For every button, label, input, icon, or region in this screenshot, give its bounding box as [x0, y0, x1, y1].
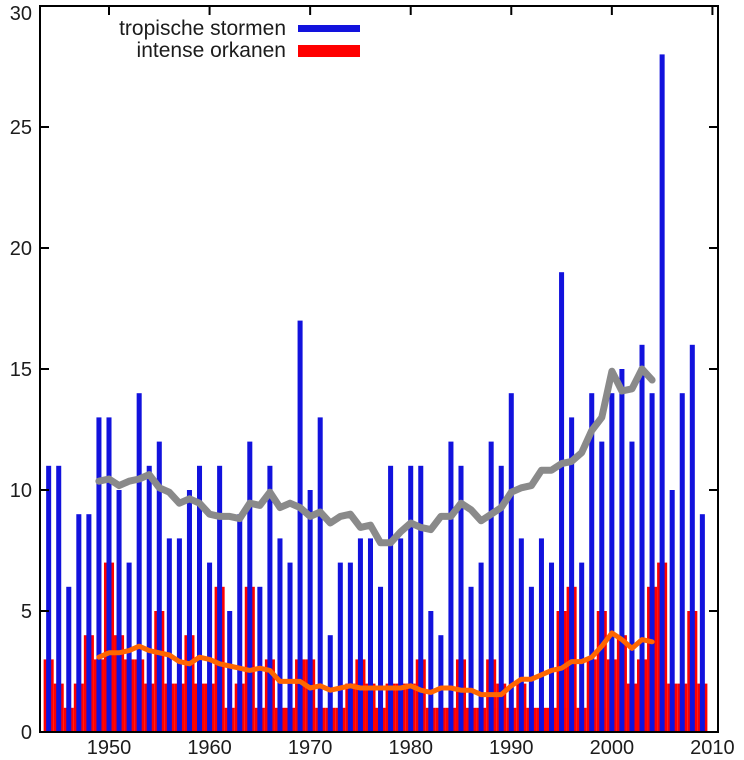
storms-bar-1955 [156, 441, 162, 732]
storms-bar-1987 [478, 562, 484, 732]
storms-bar-1966 [267, 465, 273, 732]
storms-bar-1998 [589, 393, 595, 732]
storms-bar-1957 [176, 538, 182, 732]
storms-bar-1962 [227, 611, 233, 732]
legend-label-storms: tropische stormen [119, 16, 286, 40]
storms-bar-1984 [448, 441, 454, 732]
storms-bar-1961 [217, 465, 223, 732]
x-axis-label-1990: 1990 [489, 737, 534, 759]
storms-bar-1993 [538, 538, 544, 732]
storms-bar-1988 [488, 441, 494, 732]
y-axis-label-25: 25 [10, 117, 32, 139]
storms-bar-1958 [186, 490, 192, 732]
storms-bar-1953 [136, 393, 142, 732]
storms-bar-1996 [569, 417, 575, 732]
storms-bar-2004 [649, 393, 655, 732]
storms-bar-1992 [528, 586, 534, 732]
storms-bar-1960 [207, 562, 213, 732]
storms-bar-1973 [337, 562, 343, 732]
storms-bar-2008 [689, 344, 695, 732]
chart-legend: tropische stormen intense orkanen [0, 16, 360, 62]
legend-label-hurricanes: intense orkanen [136, 38, 286, 62]
x-axis-label-1970: 1970 [288, 737, 333, 759]
plot-border [39, 5, 719, 733]
storms-bar-1964 [247, 441, 253, 732]
hurricanes-color-swatch [298, 44, 360, 57]
storms-bar-1959 [196, 465, 203, 732]
storms-bar-1972 [327, 635, 333, 732]
storms-bar-1991 [518, 538, 524, 732]
storms-bar-1989 [498, 465, 504, 732]
storms-bar-1979 [398, 538, 404, 732]
storms-bar-1985 [458, 465, 464, 732]
storms-bar-1980 [408, 465, 414, 732]
y-axis-label-15: 15 [10, 359, 32, 381]
storms-bar-2009 [699, 514, 705, 732]
storms-bar-1970 [307, 490, 313, 732]
y-axis-label-10: 10 [10, 480, 32, 502]
x-axis-label-2010: 2010 [690, 737, 735, 759]
storms-bar-1971 [317, 417, 323, 732]
storms-bar-2000 [609, 393, 615, 732]
storms-bar-1946 [66, 586, 72, 732]
storms-bar-1956 [166, 538, 172, 732]
storms-bar-1981 [418, 465, 424, 732]
legend-row-hurricanes: intense orkanen [0, 38, 360, 62]
storms-bar-1990 [508, 393, 514, 732]
y-axis-label-5: 5 [21, 601, 32, 623]
storms-bar-1963 [237, 514, 243, 732]
storms-bar-2007 [679, 393, 685, 732]
storms-bar-1975 [357, 538, 363, 732]
storms-bar-1949 [96, 417, 102, 732]
storms-bar-1952 [126, 562, 132, 732]
y-axis-label-20: 20 [10, 238, 32, 260]
x-axis-label-1960: 1960 [187, 737, 232, 759]
y-axis-label-30: 30 [10, 3, 32, 25]
storms-bar-1999 [599, 441, 605, 732]
legend-row-storms: tropische stormen [0, 16, 360, 40]
storms-bar-1944 [46, 465, 52, 732]
storms-bar-1945 [56, 465, 62, 732]
storms-bar-1947 [76, 514, 82, 732]
storms-bar-2003 [639, 344, 645, 732]
x-axis-label-2000: 2000 [590, 737, 635, 759]
storms-bar-2005 [659, 54, 665, 732]
storms-bar-1974 [347, 562, 353, 732]
storms-running-mean-line [95, 365, 656, 547]
storms-bar-2002 [629, 441, 635, 732]
storms-bar-1994 [548, 562, 555, 732]
storms-bar-2006 [669, 490, 675, 732]
storms-bar-1976 [367, 538, 373, 732]
x-axis-label-1950: 1950 [87, 737, 132, 759]
storms-bar-1967 [277, 538, 283, 732]
storms-bar-1954 [146, 465, 152, 732]
storms-color-swatch [298, 25, 360, 32]
storms-bar-1986 [468, 586, 474, 732]
storms-bar-1951 [116, 490, 122, 732]
hurricanes-running-mean-line [96, 630, 655, 698]
storms-bar-1948 [86, 514, 92, 732]
storms-bar-1983 [438, 635, 444, 732]
storms-bar-1969 [297, 320, 303, 732]
storms-bar-2001 [619, 369, 625, 732]
storms-bar-1965 [257, 586, 263, 732]
y-axis-label-0: 0 [21, 722, 32, 744]
storms-bar-1982 [428, 611, 434, 732]
storms-bar-1995 [559, 272, 565, 732]
x-axis-label-1980: 1980 [388, 737, 433, 759]
storms-bar-1968 [287, 562, 293, 732]
storms-bar-1978 [388, 465, 394, 732]
storms-bar-1997 [579, 562, 585, 732]
storms-bar-1950 [106, 417, 112, 732]
storms-bar-1977 [378, 586, 384, 732]
